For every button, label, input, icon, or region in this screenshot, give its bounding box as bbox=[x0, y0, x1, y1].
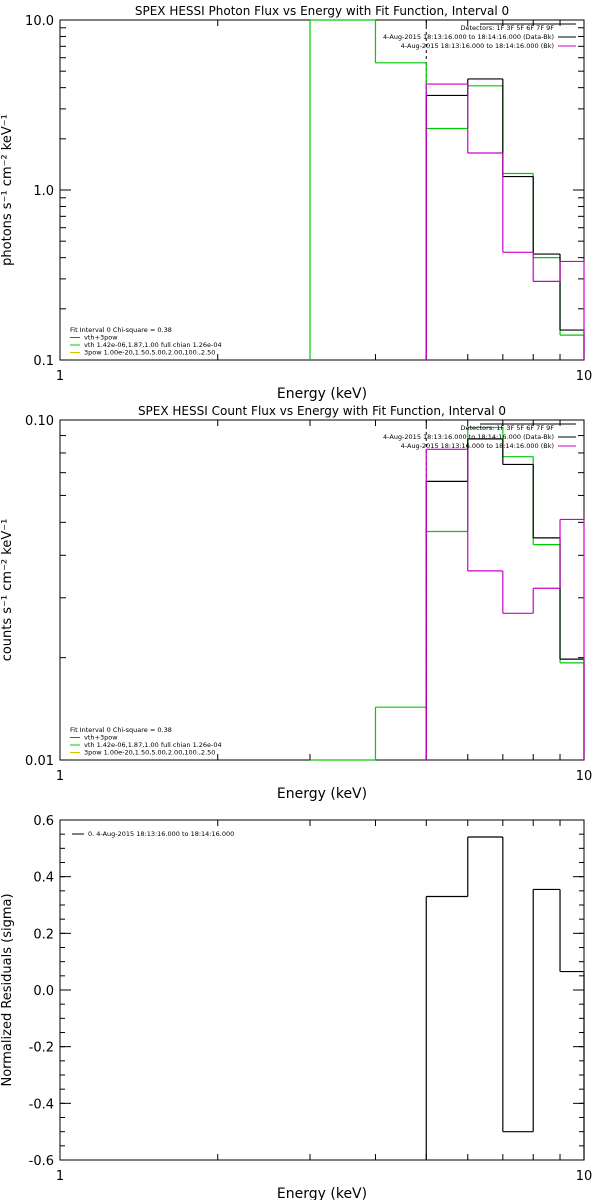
plot-frame-1 bbox=[59, 419, 585, 761]
legend-bottom-entry: 3pow 1.00e-20,1.50,5.00,2.00,100.,2.50 bbox=[84, 349, 215, 357]
y-tick-label: 0.10 bbox=[25, 414, 54, 429]
legend-bottom-entry: vth 1.42e-06,1.87,1.00 full chian 1.26e-… bbox=[84, 341, 222, 349]
y-axis-label: counts s⁻¹ cm⁻² keV⁻¹ bbox=[0, 519, 15, 662]
legend-top-entry: 4-Aug-2015 18:13:16.000 to 18:14:16.000 … bbox=[401, 442, 554, 450]
x-axis-label: Energy (keV) bbox=[277, 786, 367, 802]
y-tick-label: 1.0 bbox=[33, 184, 54, 199]
x-tick-label: 10 bbox=[576, 1169, 593, 1184]
legend-bottom-entry: Fit Interval 0 Chi-square = 0.38 bbox=[70, 326, 172, 334]
legend-bottom-entry: Fit Interval 0 Chi-square = 0.38 bbox=[70, 726, 172, 734]
y-tick-label: 0.6 bbox=[33, 814, 54, 829]
x-axis-label: Energy (keV) bbox=[277, 386, 367, 402]
y-tick-label: -0.2 bbox=[29, 1041, 54, 1056]
x-tick-label: 1 bbox=[56, 369, 64, 384]
legend-top-entry: 4-Aug-2015 18:13:16.000 to 18:14:16.000 … bbox=[383, 433, 554, 441]
legend-bottom-entry: vth 1.42e-06,1.87,1.00 full chian 1.26e-… bbox=[84, 741, 222, 749]
legend-bottom-entry: vth+3pow bbox=[84, 334, 118, 342]
legend-entry: 0. 4-Aug-2015 18:13:16.000 to 18:14:16.0… bbox=[88, 830, 234, 838]
y-axis-label: photons s⁻¹ cm⁻² keV⁻¹ bbox=[0, 114, 15, 266]
chart-title: SPEX HESSI Count Flux vs Energy with Fit… bbox=[138, 404, 506, 418]
legend-top-entry: Detectors: 1F 3F 5F 6F 7F 9F bbox=[460, 24, 554, 32]
x-tick-label: 1 bbox=[56, 769, 64, 784]
chart-title: SPEX HESSI Photon Flux vs Energy with Fi… bbox=[135, 4, 509, 18]
y-tick-label: 0.0 bbox=[33, 984, 54, 999]
legend-top-entry: 4-Aug-2015 18:13:16.000 to 18:14:16.000 … bbox=[383, 33, 554, 41]
x-tick-label: 1 bbox=[56, 1169, 64, 1184]
y-tick-label: -0.6 bbox=[29, 1154, 54, 1169]
y-tick-label: 0.4 bbox=[33, 871, 54, 886]
y-tick-label: 10.0 bbox=[25, 14, 54, 29]
legend-bottom-entry: vth+3pow bbox=[84, 734, 118, 742]
plot-frame-2 bbox=[59, 819, 585, 1161]
x-axis-label: Energy (keV) bbox=[277, 1186, 367, 1200]
legend-top-entry: 4-Aug-2015 18:13:16.000 to 18:14:16.000 … bbox=[401, 42, 554, 50]
y-tick-label: 0.1 bbox=[33, 354, 54, 369]
plot-frame-0 bbox=[59, 19, 585, 361]
y-tick-label: -0.4 bbox=[29, 1097, 54, 1112]
y-tick-label: 0.01 bbox=[25, 754, 54, 769]
x-tick-label: 10 bbox=[576, 369, 593, 384]
y-tick-label: 0.2 bbox=[33, 927, 54, 942]
legend-bottom-entry: 3pow 1.00e-20,1.50,5.00,2.00,100.,2.50 bbox=[84, 749, 215, 757]
y-axis-label: Normalized Residuals (sigma) bbox=[0, 893, 15, 1086]
x-tick-label: 10 bbox=[576, 769, 593, 784]
legend-top-entry: Detectors: 1F 3F 5F 6F 7F 9F bbox=[460, 424, 554, 432]
